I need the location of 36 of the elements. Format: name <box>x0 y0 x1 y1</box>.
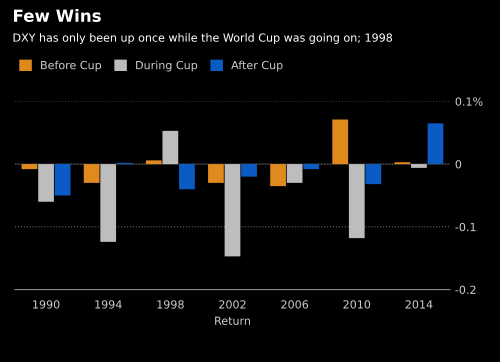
bar <box>332 120 348 164</box>
bar <box>348 164 365 238</box>
y-tick-label: -0.2 <box>455 286 476 294</box>
x-tick-label: 1998 <box>157 300 184 309</box>
x-tick-label: 1994 <box>95 300 122 309</box>
x-tick-label: 2010 <box>343 300 370 309</box>
bar <box>270 164 286 186</box>
y-tick-label: 0 <box>456 160 462 168</box>
bar <box>179 164 195 190</box>
x-tick-label: 2014 <box>406 300 432 309</box>
x-axis-title: Return <box>215 316 250 325</box>
bar <box>411 164 427 168</box>
bar <box>38 164 54 202</box>
bar <box>100 164 116 242</box>
legend-label: During Cup <box>136 60 198 72</box>
bar <box>84 164 100 183</box>
y-tick-label: -0.1 <box>455 222 476 232</box>
bar <box>54 164 71 196</box>
y-tick-label: 0.1% <box>456 97 482 106</box>
legend-label: After Cup <box>231 60 283 72</box>
bar <box>286 164 303 183</box>
bar <box>241 164 257 177</box>
bar <box>146 160 162 164</box>
x-tick-label: 1990 <box>33 300 60 309</box>
bar <box>208 164 224 183</box>
bar <box>428 123 444 164</box>
x-tick-label: 2006 <box>281 300 308 309</box>
bar <box>22 164 38 170</box>
chart-subtitle: DXY has only been up once while the World Cup was going on; 1998 <box>14 33 392 44</box>
x-tick-label: 2002 <box>219 300 246 309</box>
legend-label: Before Cup <box>41 60 102 72</box>
bar <box>303 164 320 170</box>
bar <box>224 164 240 256</box>
bar <box>365 164 382 184</box>
chart-title: Few Wins <box>14 9 101 22</box>
bar <box>162 130 178 164</box>
